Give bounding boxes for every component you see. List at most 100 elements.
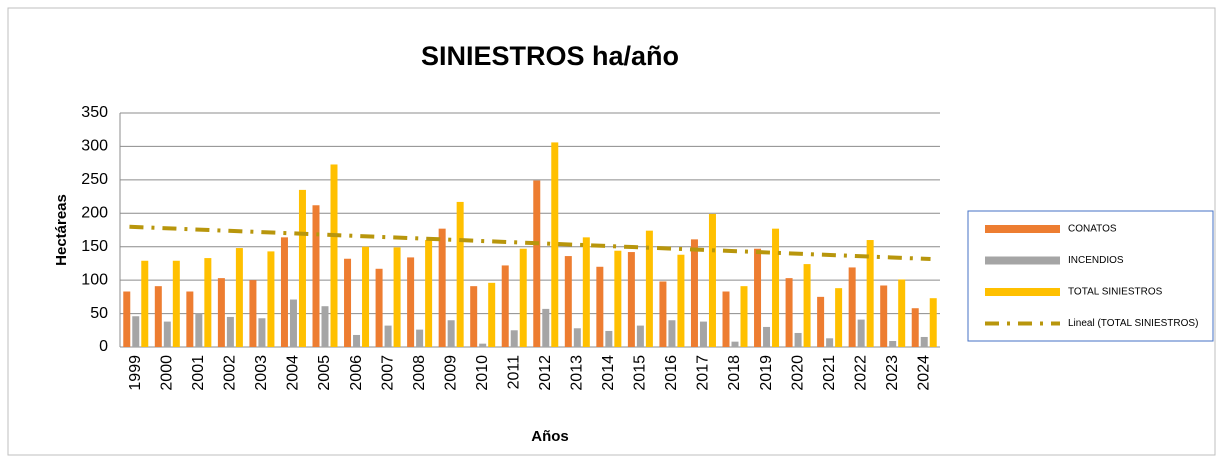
x-tick-label: 2010 [474, 355, 491, 391]
y-tick-label: 50 [90, 305, 108, 322]
chart-title: SINIESTROS ha/año [421, 41, 679, 71]
bar [614, 250, 622, 347]
bar [163, 321, 171, 347]
bar [501, 265, 509, 347]
bar [763, 326, 771, 347]
bar [542, 308, 550, 347]
bar [668, 320, 676, 347]
bar [731, 341, 739, 347]
bar [659, 281, 667, 347]
bar [645, 230, 653, 347]
bar [280, 237, 288, 347]
bar [235, 248, 243, 347]
x-tick-label: 2019 [758, 355, 775, 391]
bar [551, 142, 559, 347]
y-tick-label: 0 [99, 338, 108, 355]
bar [564, 256, 572, 347]
bar [447, 320, 455, 347]
bar [889, 340, 897, 347]
legend-label: CONATOS [1068, 224, 1117, 235]
y-tick-label: 250 [81, 171, 108, 188]
bar [857, 319, 865, 347]
bar [407, 257, 415, 347]
y-tick-label: 350 [81, 104, 108, 121]
y-axis-title: Hectáreas [53, 194, 70, 266]
x-tick-label: 2011 [505, 355, 522, 390]
x-tick-label: 1999 [127, 355, 144, 391]
bar [172, 260, 180, 347]
bar [362, 246, 370, 347]
x-tick-label: 2009 [442, 355, 459, 391]
bar [722, 291, 730, 347]
x-tick-label: 2021 [821, 355, 838, 391]
x-tick-label: 2007 [379, 355, 396, 391]
x-tick-label: 2006 [348, 355, 365, 391]
x-tick-label: 2020 [789, 355, 806, 391]
x-axis-title: Años [531, 428, 569, 445]
bar [880, 285, 888, 347]
bar [141, 260, 149, 347]
bar [708, 213, 716, 347]
bar [794, 332, 802, 347]
bar [817, 296, 825, 347]
x-tick-label: 2023 [884, 355, 901, 391]
x-tick-label: 2012 [537, 355, 554, 391]
bar [217, 278, 225, 347]
bar [605, 330, 613, 347]
bar [898, 279, 906, 347]
legend-label: INCENDIOS [1068, 255, 1124, 266]
bar [353, 334, 361, 347]
bar [123, 291, 131, 347]
bar [267, 251, 275, 347]
x-tick-label: 2013 [569, 355, 586, 391]
bar [826, 338, 834, 347]
x-tick-label: 2017 [695, 355, 712, 391]
bar [636, 325, 644, 347]
bar [298, 189, 306, 347]
x-tick-label: 2016 [663, 355, 680, 391]
bar [510, 330, 518, 347]
bar [785, 278, 793, 347]
bar [375, 268, 383, 347]
bar [393, 247, 401, 347]
bar [384, 325, 392, 347]
bar [929, 298, 937, 347]
bar [154, 286, 162, 347]
bar [866, 240, 874, 347]
x-tick-label: 2003 [253, 355, 270, 391]
y-tick-label: 200 [81, 205, 108, 222]
bar [249, 280, 257, 347]
bar [803, 264, 811, 347]
bar [582, 237, 590, 347]
bar [533, 180, 541, 347]
x-tick-label: 2002 [222, 355, 239, 391]
bar [416, 329, 424, 347]
bar [195, 313, 203, 347]
bar [699, 321, 707, 347]
y-tick-label: 100 [81, 271, 108, 288]
y-tick-label: 150 [81, 238, 108, 255]
x-tick-label: 2014 [600, 355, 617, 391]
bar [573, 328, 581, 347]
legend-swatch [985, 288, 1060, 296]
bar [740, 286, 748, 347]
bar [330, 164, 338, 347]
bar [835, 288, 843, 347]
bar [677, 254, 685, 347]
x-tick-label: 2018 [726, 355, 743, 391]
legend-swatch [985, 225, 1060, 233]
bar [479, 343, 487, 347]
x-tick-label: 2015 [632, 355, 649, 391]
bar [488, 282, 496, 347]
bar [258, 318, 266, 347]
bar [911, 308, 919, 347]
legend-swatch [985, 256, 1060, 265]
bar [519, 248, 527, 347]
bar [772, 228, 780, 347]
bar [690, 239, 698, 347]
bar [438, 228, 446, 347]
bar [226, 316, 234, 347]
bar [344, 258, 352, 347]
trendline [129, 224, 931, 262]
